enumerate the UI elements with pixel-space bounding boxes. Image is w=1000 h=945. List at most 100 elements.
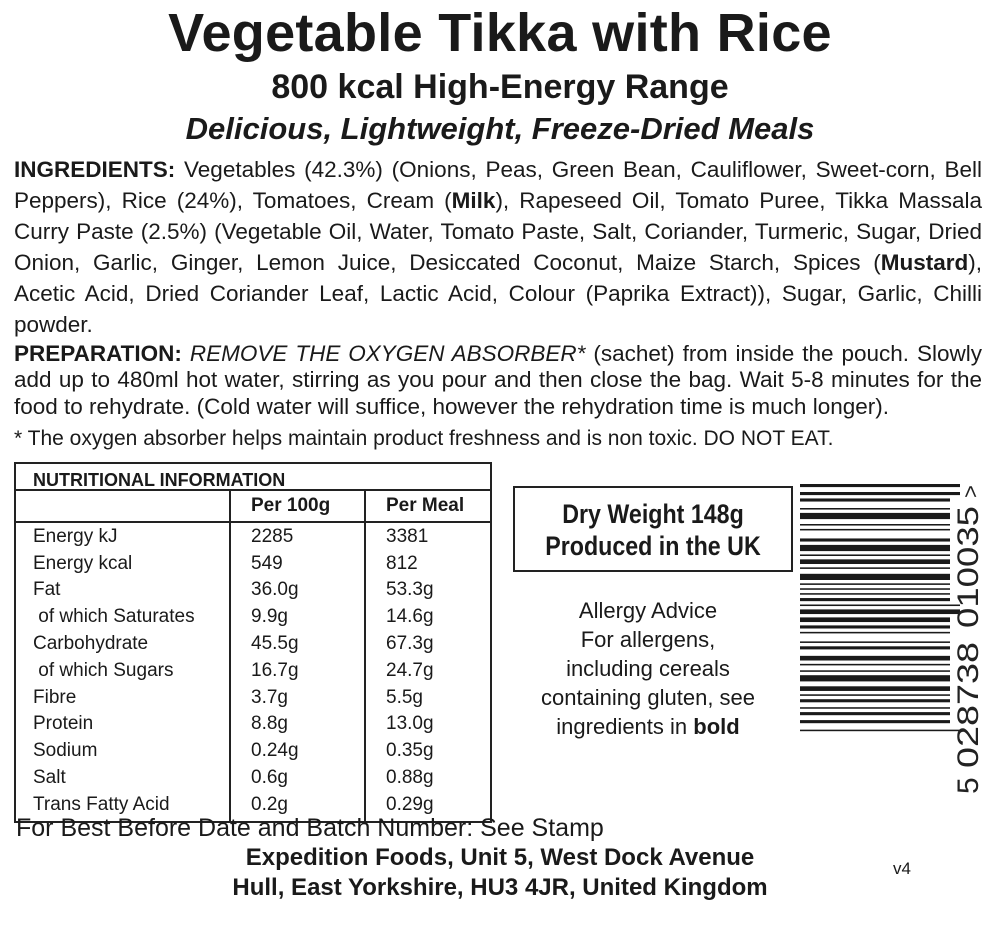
per-meal-value: 812: [364, 552, 490, 580]
nutrition-column-headers: Per 100g Per Meal: [16, 490, 490, 523]
table-row: Energy kJ 2285 3381: [16, 521, 490, 553]
per-meal-value: 13.0g: [364, 713, 490, 741]
nutrient-name: Carbohydrate: [33, 633, 149, 655]
barcode-bar: [800, 593, 950, 595]
allergen-text: Milk: [451, 188, 496, 213]
allergy-advice: Allergy Advice For allergens, including …: [510, 596, 786, 741]
barcode-bar: [800, 559, 950, 564]
table-row: of which Sugars 16.7g 24.7g: [16, 659, 490, 687]
nutrition-table: NUTRITIONAL INFORMATION Per 100g Per Meal…: [14, 461, 492, 823]
dry-weight: Dry Weight 148g: [562, 498, 744, 529]
preparation-paragraph: PREPARATION: REMOVE THE OXYGEN ABSORBER*…: [14, 341, 982, 420]
barcode-bar: [800, 646, 950, 650]
barcode-bar: [800, 663, 950, 666]
per-meal-value: 53.3g: [364, 579, 490, 607]
table-row: Protein 8.8g 13.0g: [16, 713, 490, 741]
per-100g-value: 45.5g: [229, 633, 365, 660]
barcode-bar: [800, 523, 950, 526]
barcode-digit-first: 5: [952, 777, 985, 794]
per-100g-value: 9.9g: [229, 606, 365, 634]
barcode-digits-left: 028738: [952, 642, 985, 768]
column-header: Per Meal: [364, 490, 490, 523]
per-meal-value: 67.3g: [364, 633, 490, 660]
per-meal-value: 0.35g: [364, 740, 490, 768]
column-header: Per 100g: [229, 490, 365, 523]
barcode-bar: [800, 707, 950, 709]
table-row: Trans Fatty Acid 0.2g 0.29g: [16, 793, 490, 821]
per-100g-value: 16.7g: [229, 659, 365, 687]
info-row: NUTRITIONAL INFORMATION Per 100g Per Meal…: [0, 461, 1000, 823]
dry-weight-box: Dry Weight 148g Produced in the UK: [513, 485, 793, 572]
nutrient-name: Energy kcal: [33, 552, 133, 574]
barcode-bar: [800, 597, 950, 602]
per-100g-value: 3.7g: [229, 686, 365, 714]
table-row: Fat 36.0g 53.3g: [16, 579, 490, 607]
allergy-line: ingredients in bold: [510, 712, 786, 741]
nutrient-name: Salt: [33, 767, 66, 789]
ingredients-segment: Vegetables (42.3%) (Onions, Peas, Green …: [14, 157, 982, 213]
barcode-digits-right: 010035: [952, 506, 985, 628]
barcode-bar: [800, 498, 950, 502]
nutrient-name: Trans Fatty Acid: [33, 793, 170, 815]
barcode: 5 028738 010035 >: [800, 483, 985, 794]
nutrient-name: Fibre: [33, 686, 77, 708]
ingredients-segment: ), Acetic Acid, Dried Coriander Leaf, La…: [14, 250, 982, 337]
per-100g-value: 0.6g: [229, 767, 365, 794]
per-100g-value: 36.0g: [229, 579, 365, 607]
barcode-bar: [800, 694, 950, 696]
barcode-bar: [800, 544, 950, 551]
address-line-1: Expedition Foods, Unit 5, West Dock Aven…: [245, 843, 755, 871]
version-label: v4: [893, 858, 911, 878]
nutrient-name: Protein: [33, 713, 94, 735]
barcode-bar: [800, 573, 950, 580]
allergy-line: Allergy Advice: [578, 597, 718, 623]
ingredients-segment: ), Rapeseed Oil, Tomato Puree, Tikka Mas…: [14, 188, 983, 275]
allergen-text: Mustard: [880, 250, 969, 275]
footnote: * The oxygen absorber helps maintain pro…: [14, 426, 834, 450]
ingredients-label: INGREDIENTS:: [14, 157, 176, 182]
oxygen-absorber-warning: REMOVE THE OXYGEN ABSORBER*: [189, 341, 586, 366]
barcode-bar: [800, 483, 960, 487]
barcode-bar: [800, 729, 960, 732]
per-meal-value: 5.5g: [364, 686, 490, 714]
allergy-line: including cereals: [566, 655, 730, 681]
produced-in: Produced in the UK: [545, 530, 761, 561]
barcode-bar: [800, 625, 950, 629]
nutrient-name: Sodium: [33, 740, 98, 762]
allergy-line: containing gluten, see: [540, 684, 756, 710]
table-row: Sodium 0.24g 0.35g: [16, 740, 490, 768]
barcode-bar: [800, 491, 960, 495]
barcode-bar: [800, 538, 950, 542]
nutrient-name: of which Saturates: [33, 606, 195, 628]
best-before-note: For Best Before Date and Batch Number: S…: [16, 813, 604, 842]
nutrient-name: Fat: [33, 579, 61, 601]
allergy-line: For allergens,: [580, 626, 716, 652]
ingredients-text: Vegetables (42.3%) (Onions, Peas, Green …: [14, 157, 982, 337]
barcode-bar: [800, 567, 950, 569]
barcode-bar: [800, 554, 950, 556]
table-row: Carbohydrate 45.5g 67.3g: [16, 633, 490, 660]
barcode-bar: [800, 641, 950, 643]
nutrient-name: of which Sugars: [33, 659, 174, 681]
barcode-bar: [800, 719, 950, 724]
barcode-bar: [800, 507, 950, 510]
address-line-2: Hull, East Yorkshire, HU3 4JR, United Ki…: [232, 873, 768, 901]
per-100g-value: 549: [229, 552, 365, 580]
barcode-bar: [800, 583, 950, 585]
column-header: [16, 490, 230, 523]
ingredients-paragraph: INGREDIENTS: Vegetables (42.3%) (Onions,…: [14, 154, 982, 340]
barcode-bar: [800, 686, 950, 691]
table-row: of which Saturates 9.9g 14.6g: [16, 606, 490, 634]
per-meal-value: 3381: [364, 521, 490, 553]
barcode-bar: [800, 528, 950, 531]
barcode-bar: [800, 588, 950, 590]
allergy-text: ingredients in: [556, 713, 694, 739]
barcode-bar: [800, 609, 960, 614]
barcode-bar: [800, 699, 950, 703]
per-meal-value: 0.88g: [364, 767, 490, 794]
barcode-bar: [800, 670, 950, 672]
per-100g-value: 0.2g: [229, 793, 365, 821]
product-subtitle: 800 kcal High-Energy Range: [271, 68, 729, 106]
barcode-end-mark: >: [958, 485, 983, 498]
nutrient-name: Energy kJ: [33, 525, 118, 547]
